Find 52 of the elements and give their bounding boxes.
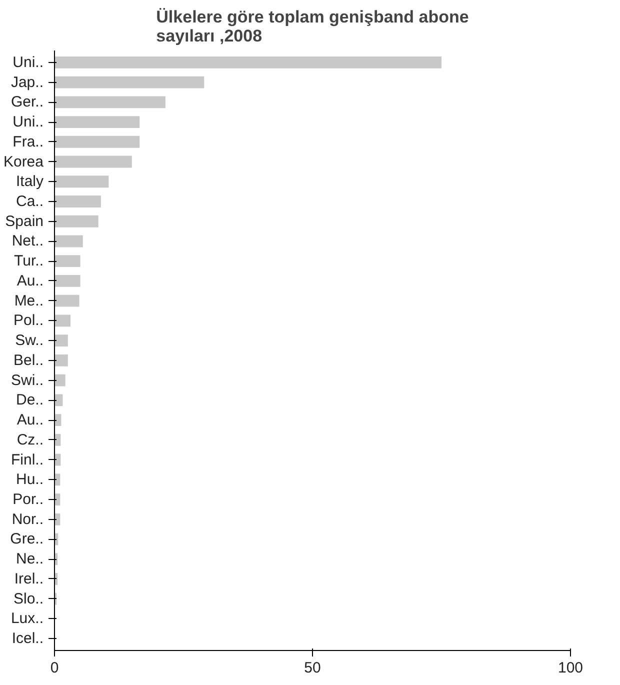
y-tick-label: Nor.. bbox=[12, 510, 44, 528]
y-tick-label: De.. bbox=[16, 392, 44, 409]
y-tick-label: Au.. bbox=[16, 272, 44, 290]
y-tick-label: Tur.. bbox=[14, 252, 44, 270]
y-tick-label: Me.. bbox=[14, 292, 44, 310]
y-tick-label: Finl.. bbox=[10, 451, 44, 468]
x-tick-label: 0 bbox=[50, 660, 59, 676]
chart-title: Ülkelere göre toplam genişband abone sayıları ,2008 bbox=[156, 8, 469, 46]
y-tick-label: Bel.. bbox=[13, 352, 44, 369]
y-tick-label: Hu.. bbox=[16, 471, 44, 488]
y-tick-label: Pol.. bbox=[13, 312, 44, 330]
bar bbox=[54, 96, 166, 108]
bar bbox=[54, 56, 442, 68]
bar bbox=[54, 176, 109, 188]
y-tick-label: Icel.. bbox=[12, 630, 44, 648]
y-tick-label: Net.. bbox=[12, 232, 44, 250]
y-tick-label: Uni.. bbox=[12, 114, 44, 131]
y-tick-label: Jap.. bbox=[10, 74, 44, 91]
bar bbox=[54, 215, 98, 228]
bar bbox=[54, 156, 132, 168]
y-tick-label: Korea bbox=[3, 153, 44, 170]
y-tick-label: Ne.. bbox=[16, 550, 44, 568]
y-tick-label: Cz.. bbox=[16, 431, 44, 448]
bar bbox=[54, 354, 68, 366]
y-tick-label: Italy bbox=[16, 173, 44, 190]
bar bbox=[54, 116, 140, 128]
bar bbox=[54, 334, 68, 347]
y-tick-label: Fra.. bbox=[12, 133, 44, 150]
y-tick-label: Irel.. bbox=[14, 570, 44, 588]
bar bbox=[54, 394, 63, 406]
y-tick-label: Spain bbox=[5, 212, 44, 230]
y-tick-label: Sw.. bbox=[15, 332, 44, 350]
y-tick-label: Ger.. bbox=[10, 94, 44, 111]
bar bbox=[54, 196, 101, 208]
y-tick-label: Ca.. bbox=[16, 192, 44, 210]
y-tick-label: Uni.. bbox=[12, 54, 44, 71]
y-tick-label: Swi.. bbox=[10, 372, 44, 389]
bar bbox=[54, 255, 80, 268]
y-tick-label: Gre.. bbox=[10, 530, 44, 548]
y-tick-label: Au.. bbox=[16, 412, 44, 429]
bar bbox=[54, 76, 204, 88]
x-tick-label: 50 bbox=[304, 660, 321, 676]
y-tick-label: Slo.. bbox=[13, 590, 44, 608]
y-tick-label: Por.. bbox=[12, 491, 44, 508]
y-tick-label: Lux.. bbox=[10, 610, 44, 628]
bar bbox=[54, 235, 83, 248]
bar bbox=[54, 294, 80, 307]
bar bbox=[54, 136, 140, 148]
x-tick-label: 100 bbox=[558, 660, 584, 676]
bar bbox=[54, 275, 80, 287]
bar bbox=[54, 314, 70, 327]
bar bbox=[54, 374, 66, 386]
